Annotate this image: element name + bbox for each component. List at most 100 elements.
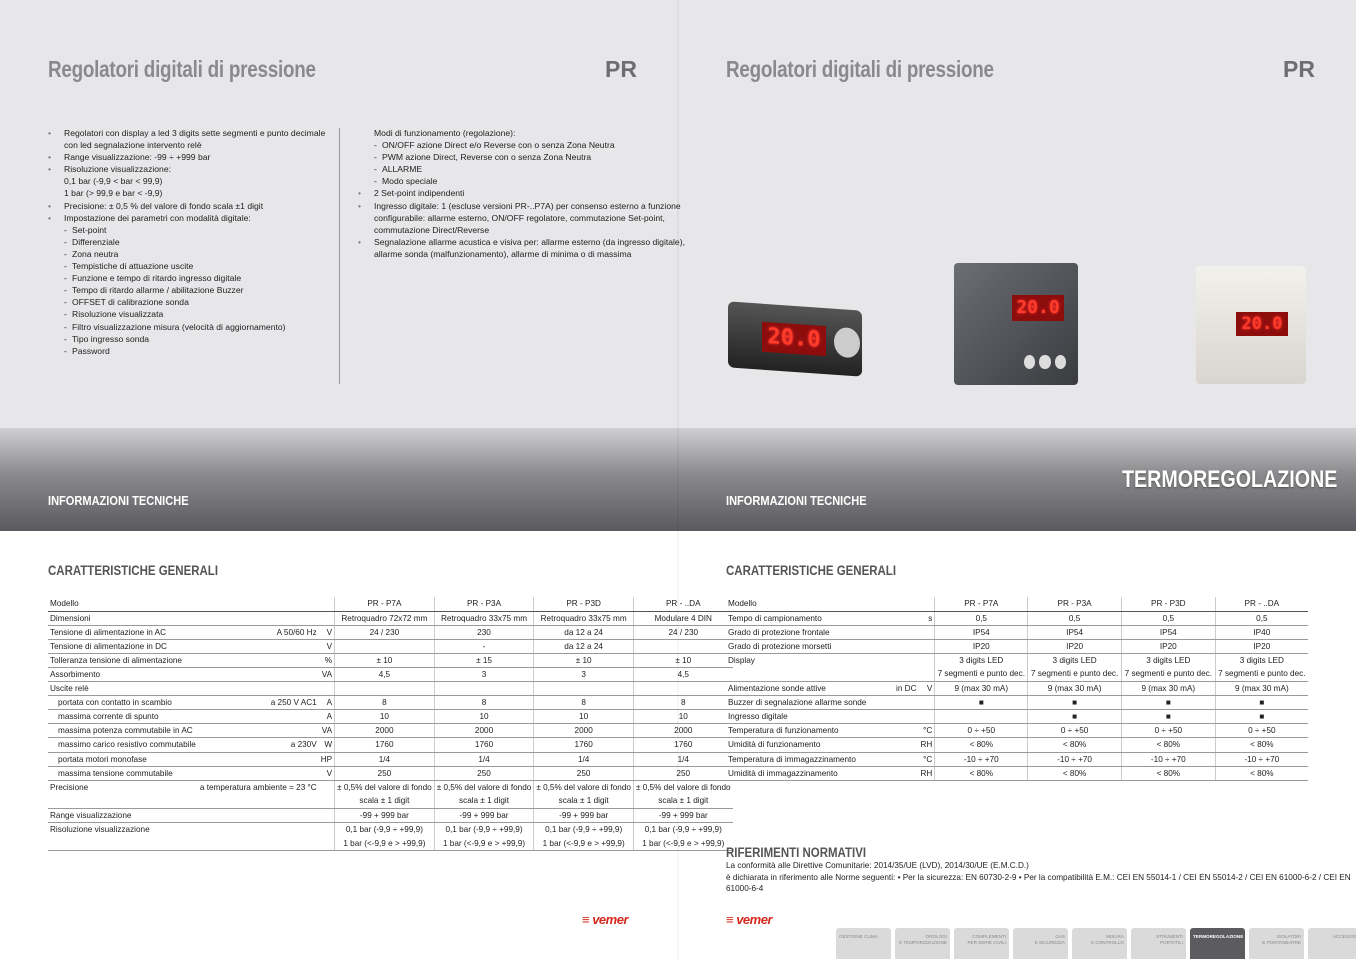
row-condition: A 50/60 Hz [197,625,319,640]
value-p3a: 3 digits LED [1027,653,1122,668]
row-condition [874,752,919,767]
value-p3d: 1/4 [533,752,634,767]
row-condition [874,766,919,781]
row-unit: V [318,639,335,654]
value-p7a: 0,1 bar (-9,9 ÷ +99,9) [334,822,435,837]
row-condition: a 250 V AC1 [197,695,319,711]
value-p7a: 4,5 [334,667,435,683]
value-da: 1760 [632,737,733,753]
feature-item: Password [48,345,325,357]
table-row: Range visualizzazione -99 + 999 bar -99 + … [48,808,733,824]
norms-line-1: La conformità alle Direttive Comunitarie… [726,861,1029,870]
value-p3a: IP20 [1027,639,1122,654]
value-p3d: Retroquadro 33x75 mm [533,611,634,626]
row-condition [197,611,319,626]
tab-isolatori[interactable]: ISOLATORI E PORTASBARRE [1249,928,1304,959]
row-label [48,794,198,809]
value-da: 1/4 [632,752,733,767]
value-p3d: scala ± 1 digit [533,794,634,809]
value-p7a: 1 bar (<-9,9 e > +99,9) [334,836,435,852]
row-condition [197,723,319,739]
tab-termoregolazione[interactable]: TERMOREGOLAZIONE [1190,928,1245,959]
value-p7a: 250 [334,766,435,781]
value-p3d: ± 0,5% del valore di fondo [533,780,634,795]
value-p3d: PR - P3D [1120,597,1216,612]
value-da: ± 10 [632,653,733,668]
row-condition [197,794,319,809]
feature-item: allarme sonda (malfunzionamento), allarm… [374,248,632,259]
feature-item: Tipo ingresso sonda [48,333,325,345]
value-p3a: < 80% [1027,766,1122,781]
row-unit: RH [918,766,935,781]
value-p3a [433,681,534,697]
norms-title: RIFERIMENTI NORMATIVI [726,845,867,860]
table-row: massima corrente di spunto A 10 10 10 10 [48,709,733,725]
row-condition [874,667,919,683]
table-row: portata motori monofase HP 1/4 1/4 1/4 1/4 [48,752,733,767]
row-condition: a 230V [197,737,319,753]
row-label: massima potenza commutabile in AC [48,723,198,739]
feature-item: Differenziale [48,236,325,248]
row-unit: VA [318,723,335,739]
row-label: Ingresso digitale [726,709,875,725]
value-p3a: ± 15 [433,653,534,668]
tab-strumenti[interactable]: STRUMENTI PORTATILI [1131,928,1186,959]
feature-item: Set-point [48,224,325,236]
table-row: 1 bar (<-9,9 e > +99,9) 1 bar (<-9,9 e > … [48,836,733,852]
value-p3d: 0,5 [1120,611,1216,626]
value-da: IP40 [1214,625,1308,640]
value-p3d: 3 [533,667,634,683]
row-label: Temperatura di immagazzinamento [726,752,875,767]
row-unit: % [318,653,335,668]
value-p3a: ■ [1027,695,1122,711]
info-heading-right: INFORMAZIONI TECNICHE [726,493,867,508]
value-p3d: 8 [533,695,634,711]
row-unit: V [318,766,335,781]
row-unit: °C [918,723,935,739]
value-p3d [533,681,634,697]
tab-orologi[interactable]: OROLOGI E TEMPORIZZAZIONE [895,928,950,959]
tab-label: STRUMENTI [1156,934,1183,939]
table-row: massima potenza commutabile in AC VA 2000 2… [48,723,733,739]
row-unit: W [318,737,335,753]
row-label: Modello [726,597,875,612]
value-p3a: 1 bar (<-9,9 e > +99,9) [433,836,534,852]
row-label: portata motori monofase [48,752,198,767]
feature-item: commutazione Direct/Reverse [374,224,490,235]
value-p7a: 0,5 [934,611,1028,626]
row-condition [197,681,319,697]
value-p3d: IP20 [1120,639,1216,654]
row-label: Buzzer di segnalazione allarme sonde [726,695,875,711]
value-da: ■ [1214,695,1308,711]
tab-complementi[interactable]: COMPLEMENTI PER SERIE CIVILI [954,928,1009,959]
value-p3a: 9 (max 30 mA) [1027,681,1122,697]
value-p3a: 1760 [433,737,534,753]
feature-item: Risoluzione visualizzazione: [48,163,325,175]
tab-label: GESTIONE CLIMA [839,934,879,939]
buttons [1024,355,1066,369]
tab-label: ISOLATORI [1276,934,1301,939]
tab-gestione clima[interactable]: GESTIONE CLIMA [836,928,891,959]
row-condition [874,611,919,626]
table-row: Ingresso digitale ■ ■ ■ [726,709,1308,725]
table-row: Grado di protezione frontale IP54 IP54 IP54… [726,625,1308,640]
page-title-left: Regolatori digitali di pressione [48,56,316,82]
value-p3a: ■ [1027,709,1122,725]
value-p3d: ± 10 [533,653,634,668]
tab-gas[interactable]: GAS E SICUREZZA [1013,928,1068,959]
table-row: Temperatura di funzionamento °C 0 ÷ +50 0 ÷… [726,723,1308,739]
tab-misura[interactable]: MISURA E CONTROLLO [1072,928,1127,959]
feature-item: Ingresso digitale: 1 (escluse versioni P… [358,200,685,212]
row-unit: V [918,681,935,697]
value-p7a: IP54 [934,625,1028,640]
feature-item: Tempo di ritardo allarme / abilitazione … [48,284,325,296]
feature-list-2: Modi di funzionamento (regolazione):ON/O… [358,127,685,260]
value-p3d: 7 segmenti e punto dec. [1120,667,1216,683]
row-condition [874,625,919,640]
tab-accessori[interactable]: ACCESSORI [1308,928,1356,959]
row-condition [874,639,919,654]
table-row: Tensione di alimentazione in DC V - da 12 a… [48,639,733,654]
info-band [0,428,1356,531]
value-p3a: scala ± 1 digit [433,794,534,809]
value-p7a: 0 ÷ +50 [934,723,1028,739]
